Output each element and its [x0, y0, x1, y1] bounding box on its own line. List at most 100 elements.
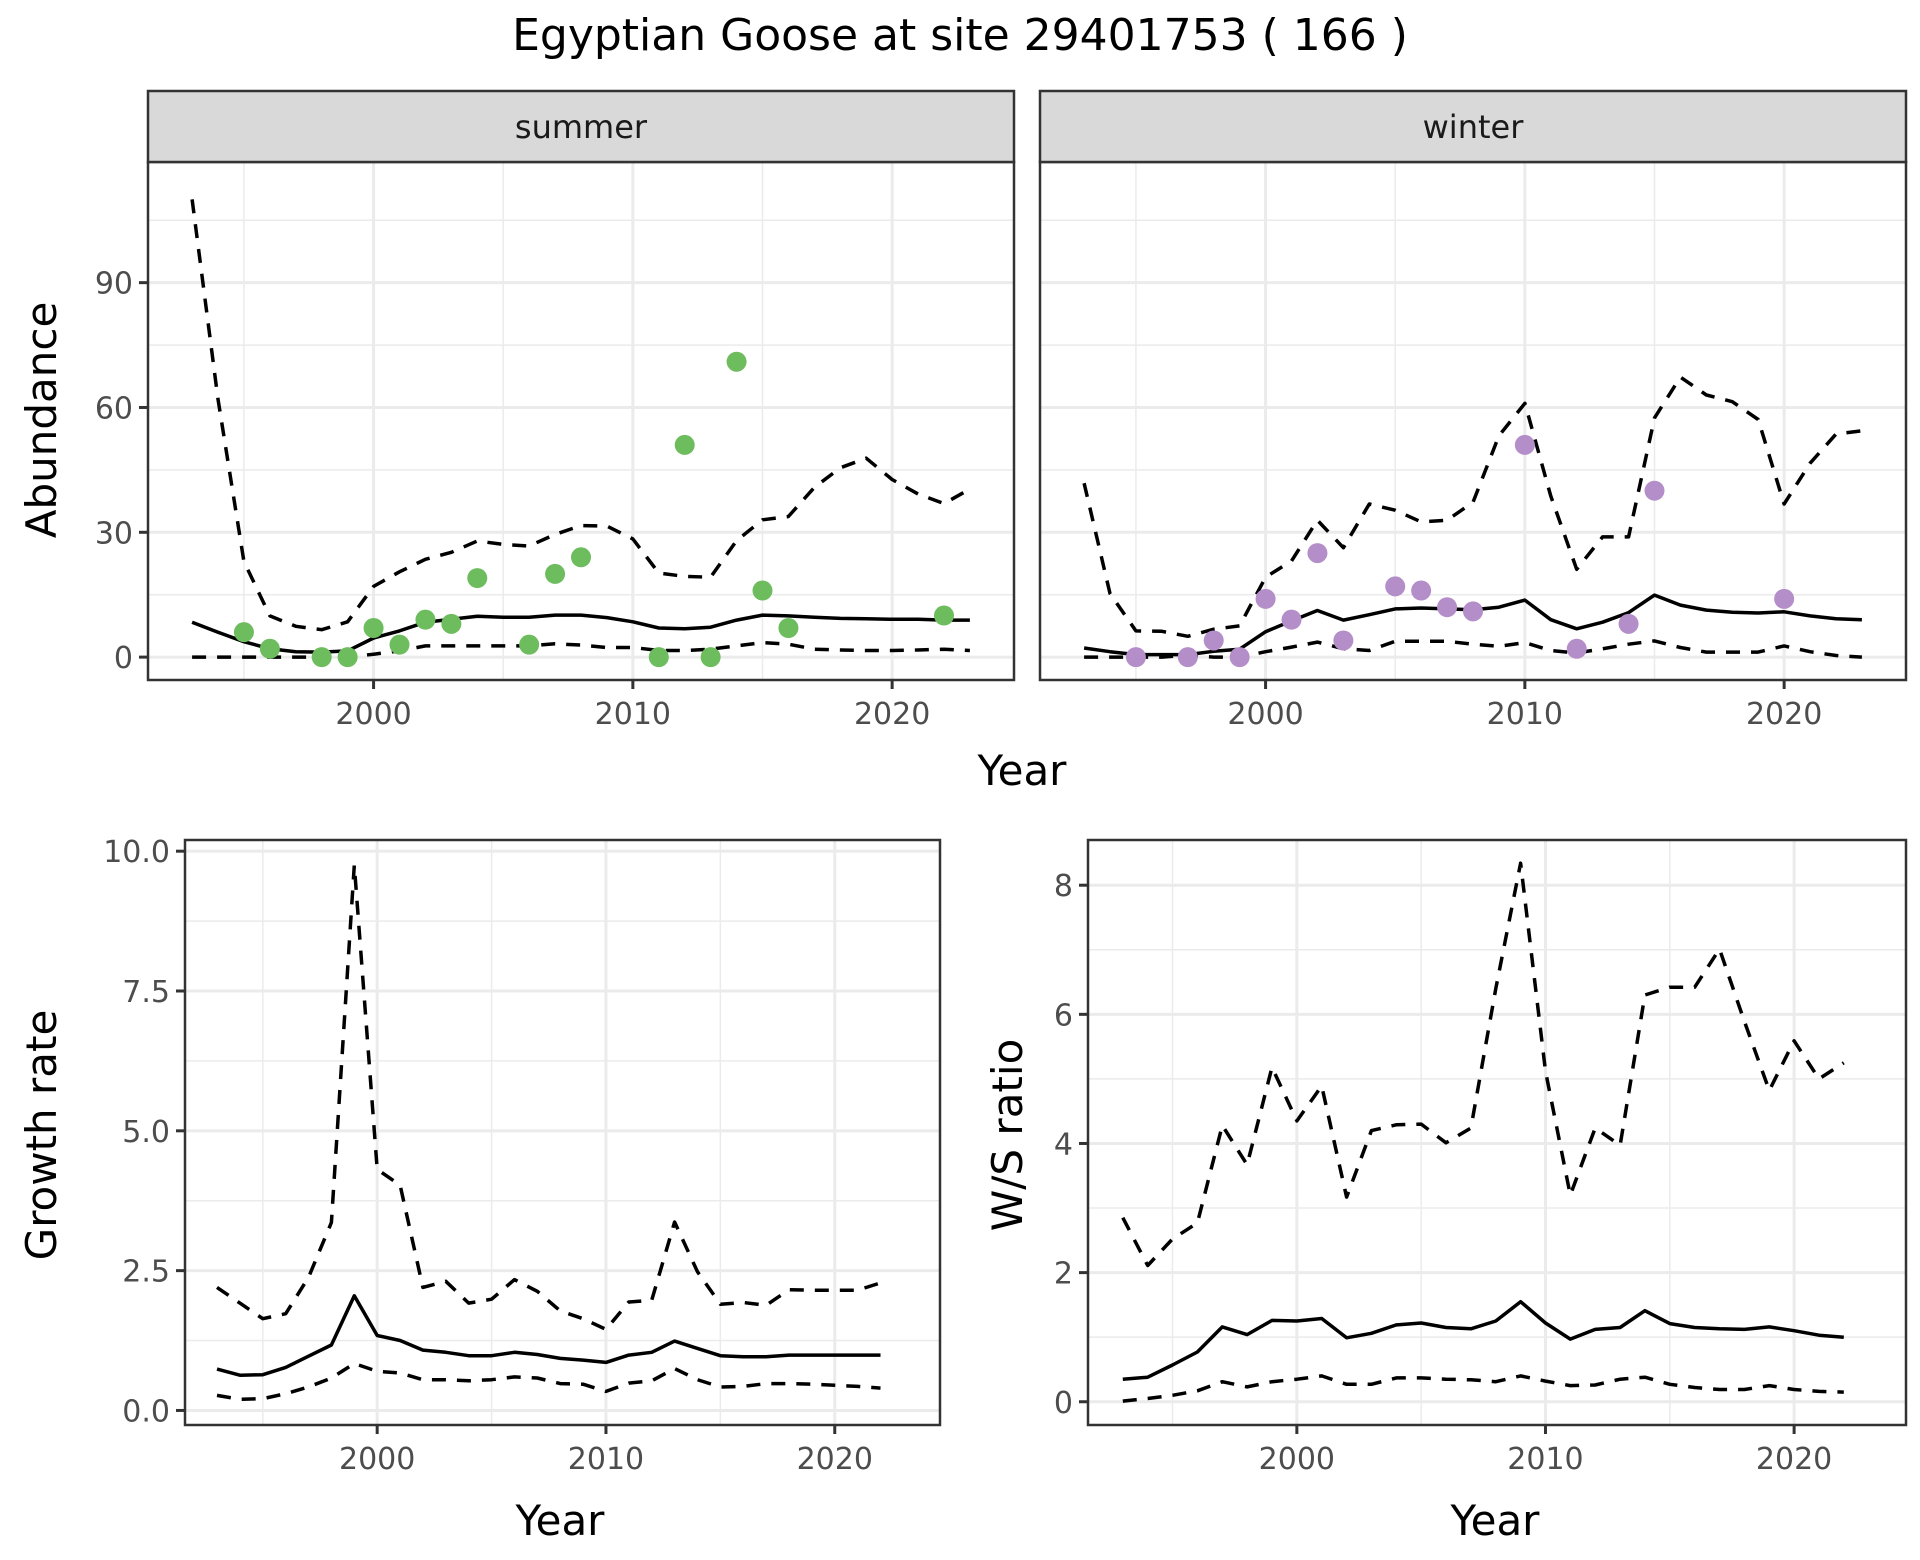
observed-count-point	[1385, 576, 1406, 597]
observed-count-point	[1411, 580, 1432, 601]
grid-lines	[185, 840, 940, 1425]
facet-strip-label: winter	[1423, 108, 1525, 146]
observed-count-point	[778, 617, 799, 638]
facet-strip-label: summer	[515, 108, 648, 146]
facet-strip	[146, 89, 1016, 164]
observed-count-point	[363, 617, 384, 638]
abundance-y-axis-title: Abundance	[17, 302, 66, 539]
y-tick-label: 2.5	[122, 1255, 170, 1290]
estimate-line	[216, 1294, 881, 1377]
observed-count-point	[674, 434, 695, 455]
ws-ratio-panel: 0 2 4 6 8 2000 2010 2020	[1054, 838, 1908, 1477]
panel-border	[183, 838, 942, 1427]
y-axis: 0 2 4 6 8	[1054, 869, 1088, 1421]
y-tick-label: 0.0	[122, 1394, 170, 1429]
x-tick-label: 2000	[1259, 1442, 1335, 1477]
upper-ci-line	[190, 199, 971, 632]
lower-ci-line	[1084, 639, 1863, 659]
upper-ci-line	[216, 863, 882, 1332]
observed-count-point	[415, 609, 436, 630]
x-tick-label: 2020	[854, 697, 930, 732]
y-tick-label: 6	[1054, 998, 1073, 1033]
observed-count-point	[1437, 597, 1458, 618]
observed-count-point	[752, 580, 773, 601]
plot-background	[1040, 162, 1906, 680]
y-axis: 0.0 2.5 5.0 7.5 10.0	[103, 835, 185, 1429]
x-tick-label: 2010	[1507, 1442, 1583, 1477]
observed-count-point	[648, 647, 669, 668]
growth-x-axis-title: Year	[515, 1496, 606, 1545]
x-tick-label: 2020	[1756, 1442, 1832, 1477]
observed-count-point	[311, 647, 332, 668]
y-tick-label: 0	[114, 641, 133, 676]
panel-border	[1086, 838, 1908, 1427]
observed-count-point	[1255, 588, 1276, 609]
x-axis: 2000 2010 2020	[1259, 1425, 1832, 1477]
observed-count-point	[233, 622, 254, 643]
observed-count-point	[1177, 647, 1198, 668]
observed-count-point	[1307, 543, 1328, 564]
x-axis: 2000 2010 2020	[1227, 680, 1822, 732]
observed-count-point	[259, 638, 280, 659]
observed-count-point	[1125, 647, 1146, 668]
observed-count-point	[1774, 588, 1795, 609]
data-marks	[216, 863, 882, 1402]
data-marks	[190, 199, 971, 668]
x-tick-label: 2010	[595, 697, 671, 732]
plot-background	[148, 162, 1014, 680]
y-tick-label: 8	[1054, 869, 1073, 904]
x-tick-label: 2010	[568, 1442, 644, 1477]
y-tick-label: 90	[95, 267, 133, 302]
observed-count-point	[726, 351, 747, 372]
y-tick-label: 4	[1054, 1127, 1073, 1162]
y-tick-label: 10.0	[103, 835, 170, 870]
observed-count-point	[571, 547, 591, 568]
x-tick-label: 2020	[1746, 697, 1822, 732]
growth-y-axis-title: Growth rate	[17, 1010, 66, 1261]
observed-count-point	[1618, 613, 1639, 634]
observed-count-point	[545, 563, 566, 584]
observed-count-point	[519, 634, 540, 655]
observed-count-point	[337, 647, 358, 668]
x-axis: 2000 2010 2020	[335, 680, 930, 732]
x-tick-label: 2010	[1487, 697, 1563, 732]
observed-count-point	[1514, 434, 1535, 455]
observed-count-point	[389, 634, 410, 655]
abundance-winter-panel: winter 2000 2010 2020	[1038, 89, 1908, 732]
plot-background	[185, 840, 940, 1425]
observed-count-point	[1229, 647, 1250, 668]
y-tick-label: 60	[95, 391, 133, 426]
upper-ci-line	[1082, 375, 1863, 639]
facet-strip	[1038, 89, 1908, 164]
y-axis: 0 30 60 90	[95, 267, 148, 676]
observed-count-point	[933, 605, 954, 626]
observed-count-point	[1644, 480, 1665, 501]
observed-count-point	[1566, 638, 1587, 659]
data-marks	[1121, 861, 1845, 1403]
observed-count-point	[700, 647, 721, 668]
grid-lines	[1040, 162, 1906, 680]
ws-x-axis-title: Year	[1450, 1496, 1541, 1545]
y-tick-label: 30	[95, 516, 133, 551]
x-tick-label: 2000	[339, 1442, 415, 1477]
chart-title: Egyptian Goose at site 29401753 ( 166 )	[512, 10, 1408, 61]
x-axis: 2000 2010 2020	[339, 1425, 873, 1477]
lower-ci-line	[1122, 1374, 1844, 1403]
x-tick-label: 2020	[797, 1442, 873, 1477]
observed-count-point	[1281, 609, 1302, 630]
observed-count-point	[467, 568, 488, 589]
grid-lines	[148, 162, 1014, 680]
y-tick-label: 2	[1054, 1257, 1073, 1292]
observed-count-point	[1203, 630, 1224, 651]
observed-count-point	[1463, 601, 1483, 622]
estimate-line	[1122, 1299, 1844, 1381]
x-tick-label: 2000	[335, 697, 411, 732]
y-tick-label: 7.5	[122, 975, 170, 1010]
x-tick-label: 2000	[1227, 697, 1303, 732]
data-marks	[1082, 375, 1863, 668]
lower-ci-line	[216, 1361, 881, 1402]
abundance-x-axis-title: Year	[977, 746, 1068, 795]
upper-ci-line	[1121, 861, 1845, 1268]
y-tick-label: 5.0	[122, 1115, 170, 1150]
